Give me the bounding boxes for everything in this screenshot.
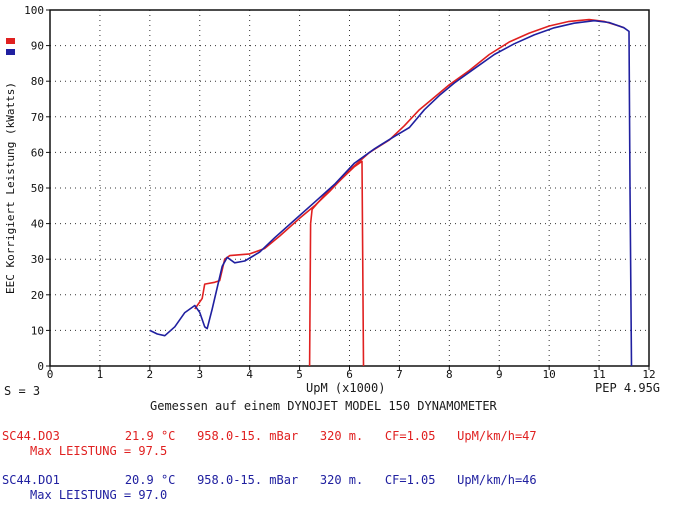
- x-tick-label: 0: [47, 368, 54, 381]
- legend-swatch-blue: [6, 49, 15, 55]
- y-tick-label: 40: [31, 218, 44, 231]
- pep-label: PEP 4.95G: [595, 381, 661, 395]
- y-tick-label: 80: [31, 75, 44, 88]
- series-line-red-drop: [308, 160, 365, 367]
- x-tick-label: 11: [592, 368, 605, 381]
- x-tick-label: 4: [246, 368, 253, 381]
- x-tick-label: 9: [496, 368, 503, 381]
- y-tick-label: 50: [31, 182, 44, 195]
- y-axis-label: EEC Korrigiert Leistung (kWatts): [4, 82, 17, 294]
- y-tick-label: 90: [31, 40, 44, 53]
- y-tick-label: 100: [24, 4, 44, 17]
- plot-frame: [49, 9, 650, 367]
- run1-info: SC44.DO3 21.9 °C 958.0-15. mBar 320 m. C…: [2, 429, 537, 443]
- dyno-chart: 0 1 2 3 4 5 6 7 8 9 10 11 120102030405060708090100EE…: [4, 4, 656, 381]
- x-tick-label: 5: [296, 368, 303, 381]
- y-tick-label: 20: [31, 289, 44, 302]
- x-tick-label: 3: [196, 368, 203, 381]
- x-tick-label: 6: [346, 368, 353, 381]
- run2-info: SC44.DO1 20.9 °C 958.0-15. mBar 320 m. C…: [2, 473, 537, 487]
- x-tick-label: 8: [446, 368, 453, 381]
- y-tick-label: 0: [37, 360, 44, 373]
- run1-max-power: Max LEISTUNG = 97.5: [30, 444, 168, 458]
- s-value-label: S = 3: [4, 384, 41, 398]
- y-tick-label: 10: [31, 324, 44, 337]
- y-tick-label: 60: [31, 146, 44, 159]
- x-tick-label: 12: [642, 368, 655, 381]
- run2-max-power: Max LEISTUNG = 97.0: [30, 488, 168, 502]
- x-axis-label: UpM (x1000): [306, 381, 386, 395]
- y-tick-label: 70: [31, 111, 44, 124]
- x-tick-label: 10: [543, 368, 556, 381]
- x-tick-label: 2: [147, 368, 154, 381]
- x-tick-label: 1: [97, 368, 104, 381]
- x-tick-label: 7: [396, 368, 403, 381]
- legend-swatch-red: [6, 38, 15, 44]
- y-tick-label: 30: [31, 253, 44, 266]
- series-line-blue: [149, 19, 633, 367]
- chart-subtitle: Gemessen auf einem DYNOJET MODEL 150 DYN…: [150, 399, 497, 413]
- series-line-red-main: [194, 18, 625, 310]
